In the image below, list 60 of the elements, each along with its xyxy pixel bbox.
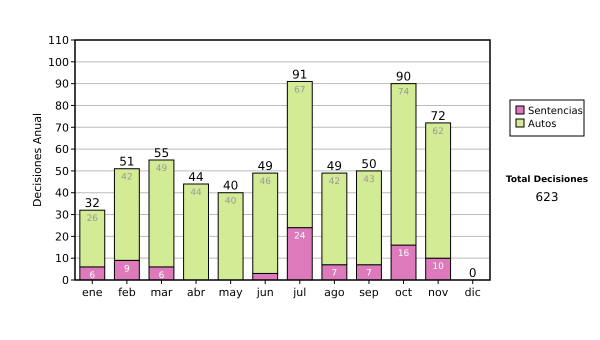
x-tick-label: ene <box>82 286 103 299</box>
y-tick-label: 110 <box>48 34 69 47</box>
total-label: 49 <box>258 159 273 174</box>
total-label: 40 <box>222 178 238 193</box>
data-label: 49 <box>156 164 168 174</box>
x-tick-label: dic <box>464 286 481 299</box>
data-label: 62 <box>432 126 444 137</box>
data-label: 6 <box>89 270 96 281</box>
text: 623 <box>536 190 558 204</box>
total-label: 44 <box>188 170 204 184</box>
x-tick-label: feb <box>118 286 136 299</box>
data-label: 9 <box>124 264 130 274</box>
data-label: 24 <box>294 232 306 242</box>
y-tick-label: 50 <box>55 164 69 178</box>
x-tick-label: mar <box>150 286 173 299</box>
data-label: 44 <box>190 188 202 198</box>
x-tick-label: abr <box>186 286 206 299</box>
x-tick-label: jun <box>256 286 274 299</box>
text: Total Decisiones <box>506 175 588 185</box>
legend-label: Autos <box>528 119 556 130</box>
y-tick-label: 30 <box>55 208 69 222</box>
y-axis-title: Decisiones Anual <box>31 112 44 208</box>
data-label: 10 <box>432 262 444 272</box>
data-label: 43 <box>363 174 375 185</box>
data-label: 46 <box>259 177 272 188</box>
data-label: 7 <box>332 268 338 279</box>
data-label: 74 <box>398 88 410 98</box>
y-tick-label: 100 <box>48 56 69 69</box>
y-tick-label: 0 <box>62 274 69 287</box>
data-label: 67 <box>294 85 306 96</box>
y-tick-label: 40 <box>55 186 69 200</box>
total-label: 49 <box>326 159 342 174</box>
data-label: 16 <box>398 249 410 260</box>
total-label: 51 <box>119 154 135 169</box>
total-label: 32 <box>84 196 100 210</box>
x-tick-label: oct <box>394 286 413 299</box>
x-tick-label: may <box>218 286 244 299</box>
y-tick-label: 90 <box>55 78 69 91</box>
y-tick-label: 80 <box>55 99 69 112</box>
data-label: 7 <box>366 268 372 279</box>
legend-label: Sentencias <box>528 106 583 117</box>
x-tick-label: sep <box>359 286 379 299</box>
x-tick-label: ago <box>324 286 345 299</box>
total-label: 72 <box>430 108 446 123</box>
data-label: 26 <box>86 214 98 224</box>
data-label: 40 <box>224 196 237 207</box>
data-label: 42 <box>328 177 340 188</box>
y-tick-label: 60 <box>55 143 69 156</box>
x-tick-label: jul <box>292 286 306 299</box>
y-tick-label: 70 <box>55 121 69 134</box>
total-label: 50 <box>361 156 377 171</box>
y-tick-label: 20 <box>55 230 69 244</box>
total-label: 0 <box>468 266 477 280</box>
total-label: 90 <box>396 70 412 84</box>
data-label: 6 <box>158 270 165 281</box>
y-tick-label: 10 <box>55 252 69 266</box>
data-label: 42 <box>121 172 133 183</box>
total-label: 55 <box>154 146 170 160</box>
total-label: 91 <box>292 67 308 82</box>
x-tick-label: nov <box>428 286 449 299</box>
